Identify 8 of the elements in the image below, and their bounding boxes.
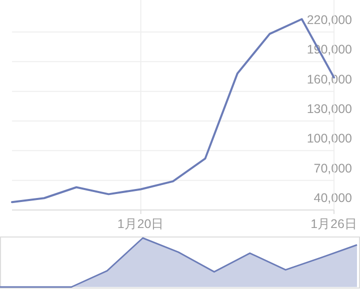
y-tick-label: 130,000: [306, 102, 352, 116]
y-tick-label: 100,000: [306, 132, 352, 146]
x-tick-label: 1月20日: [117, 217, 164, 231]
x-tick-label: 1月26日: [310, 217, 358, 231]
y-tick-label: 40,000: [314, 191, 352, 205]
y-tick-label: 160,000: [306, 72, 352, 86]
y-tick-label: 70,000: [314, 161, 352, 176]
y-tick-label: 220,000: [306, 12, 352, 27]
